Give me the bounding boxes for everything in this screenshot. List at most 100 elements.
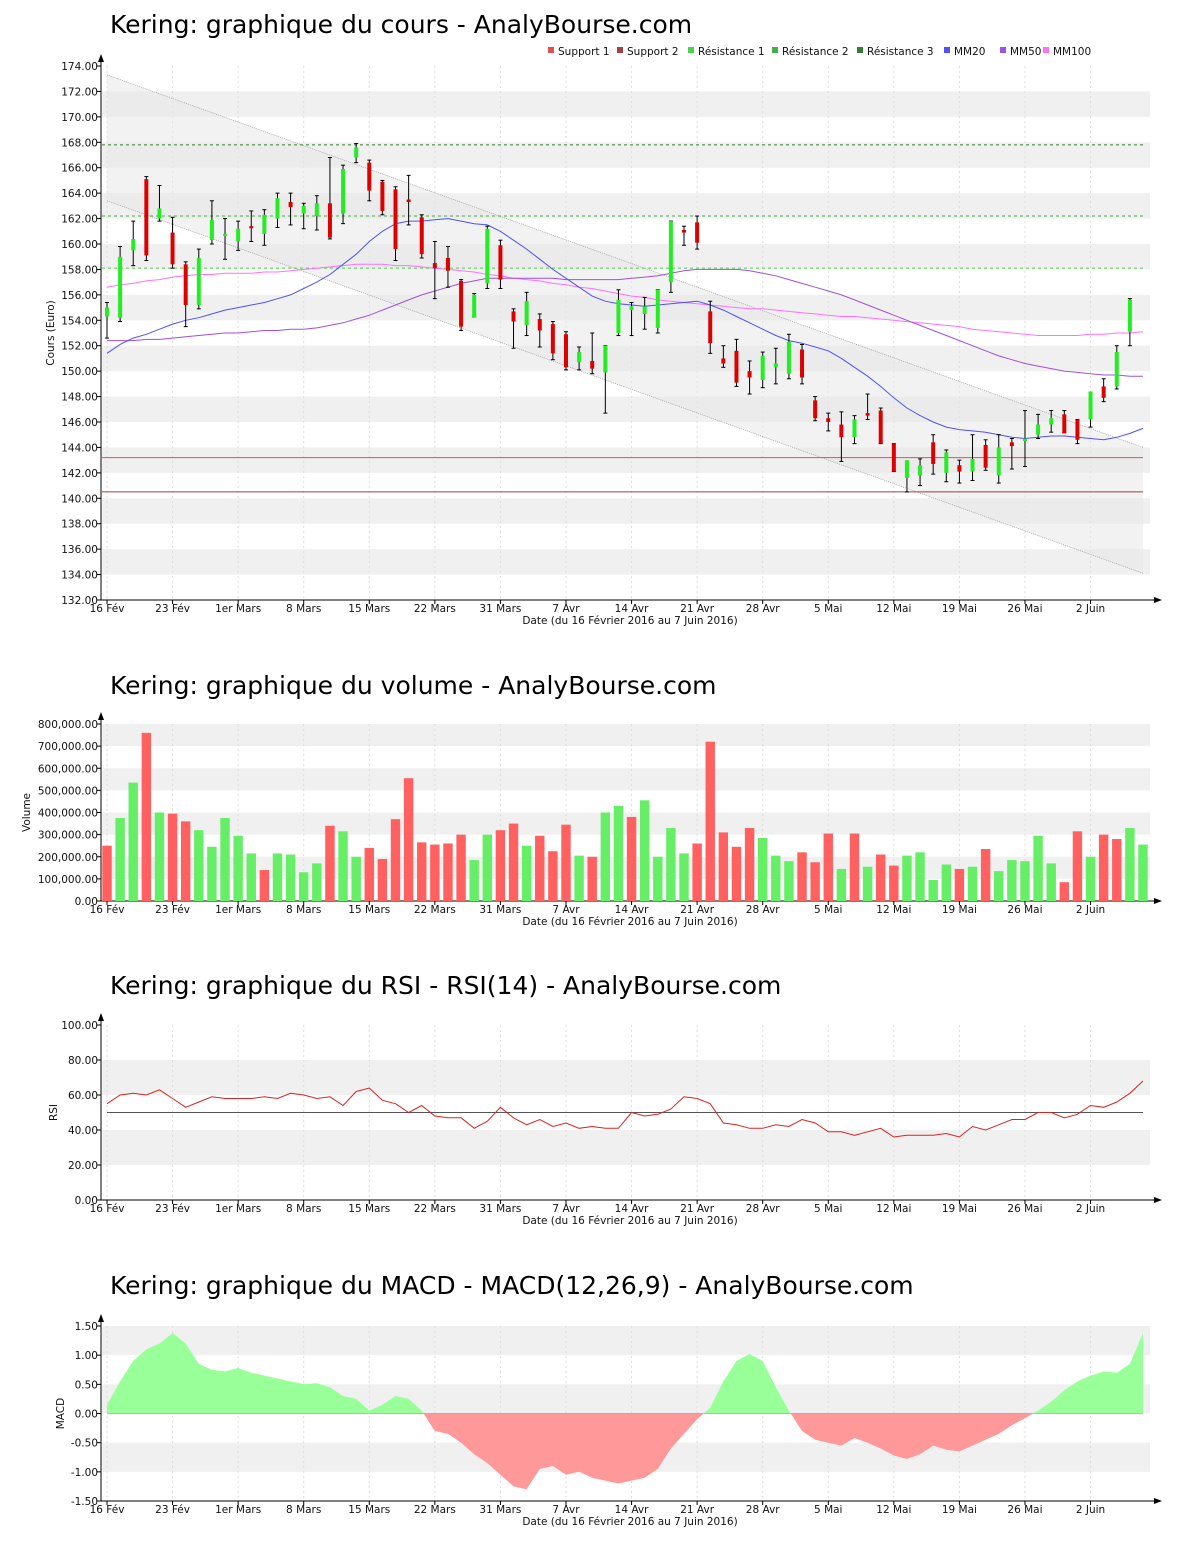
- candle-body: [144, 179, 149, 256]
- candle: [144, 176, 149, 262]
- candle: [524, 291, 529, 337]
- volume-bar: [1112, 839, 1122, 901]
- candle-body: [1036, 424, 1041, 435]
- x-tick-label: 31 Mars: [479, 1504, 521, 1516]
- candle: [170, 216, 175, 269]
- candle: [406, 174, 411, 226]
- candle: [642, 296, 647, 330]
- volume-bar: [849, 833, 860, 901]
- price-panel: Kering: graphique du cours - AnalyBourse…: [0, 0, 1200, 650]
- candle: [931, 434, 936, 475]
- candle-body: [1049, 418, 1054, 425]
- grid-band: [102, 549, 1150, 575]
- x-axis-title: Date (du 16 Février 2016 au 7 Juin 2016): [522, 1516, 737, 1528]
- volume-bar: [561, 824, 571, 901]
- candle: [1101, 378, 1106, 403]
- x-tick-label: 28 Avr: [746, 603, 780, 615]
- y-tick-label: -1.50: [71, 1496, 98, 1508]
- volume-bar: [639, 800, 650, 901]
- legend-label: MM100: [1053, 46, 1091, 58]
- volume-bar: [994, 871, 1004, 901]
- y-tick-label: 160.00: [61, 239, 98, 251]
- candle: [865, 393, 870, 420]
- volume-bar: [154, 812, 165, 901]
- y-tick-label: 166.00: [61, 163, 98, 175]
- x-tick-label: 16 Fév: [90, 1203, 125, 1215]
- candle-body: [668, 221, 673, 283]
- candle-body: [695, 222, 700, 243]
- candle: [878, 407, 883, 445]
- volume-bar: [757, 837, 768, 901]
- candle-body: [354, 147, 359, 158]
- macd-chart-title: Kering: graphique du MACD - MACD(12,26,9…: [110, 1271, 914, 1300]
- candle: [249, 210, 254, 242]
- volume-bar: [928, 879, 938, 901]
- candle-body: [131, 238, 136, 251]
- candle: [131, 220, 136, 267]
- candle: [773, 347, 778, 385]
- y-tick-label: 100.00: [61, 1020, 98, 1032]
- candle-body: [170, 232, 175, 265]
- volume-bar: [482, 834, 493, 901]
- candle: [118, 246, 123, 323]
- candle: [603, 345, 608, 414]
- x-tick-label: 5 Mai: [814, 904, 842, 916]
- candle: [1022, 410, 1027, 467]
- volume-bar: [980, 849, 991, 901]
- volume-bar: [574, 855, 584, 901]
- x-tick-label: 2 Juin: [1076, 1504, 1105, 1516]
- candle: [957, 459, 962, 484]
- candle: [367, 159, 372, 202]
- y-tick-label: 148.00: [61, 392, 98, 404]
- volume-bar: [417, 842, 427, 901]
- y-tick-label: -0.50: [71, 1438, 98, 1450]
- volume-bar: [338, 831, 348, 901]
- volume-bar: [390, 819, 401, 901]
- y-tick-label: 170.00: [61, 112, 98, 124]
- candle: [301, 202, 306, 230]
- candle: [682, 225, 687, 246]
- candle-body: [537, 319, 542, 331]
- volume-bar: [902, 855, 912, 901]
- candle: [183, 261, 188, 328]
- x-tick-label: 26 Mai: [1007, 1504, 1042, 1516]
- grid-band: [102, 1326, 1150, 1356]
- candle-body: [367, 162, 372, 191]
- y-axis-title: MACD: [55, 1398, 67, 1429]
- x-tick-label: 26 Mai: [1007, 1203, 1042, 1215]
- candle-body: [288, 202, 293, 208]
- candle: [800, 343, 805, 385]
- candle-body: [721, 358, 726, 364]
- candle-body: [891, 443, 896, 472]
- x-tick-label: 23 Fév: [155, 904, 190, 916]
- y-axis-title: Cours (Euro): [45, 300, 57, 366]
- candle-body: [314, 203, 319, 217]
- x-tick-label: 1er Mars: [215, 1504, 261, 1516]
- x-tick-label: 5 Mai: [814, 603, 842, 615]
- rsi-line: [106, 1080, 1144, 1138]
- rsi-chart: 0.00 20.00 40.00 60.00 80.00 100.00 16 Fév 23 F…: [48, 1013, 1162, 1227]
- mm100-line: [106, 263, 1144, 336]
- legend-swatch: [944, 47, 950, 53]
- candle-body: [590, 360, 595, 369]
- candle-body: [445, 257, 450, 271]
- volume-bar: [1046, 863, 1056, 901]
- grid-band: [102, 91, 1150, 117]
- candle-body: [327, 203, 332, 238]
- candle: [996, 434, 1001, 484]
- x-tick-label: 14 Avr: [615, 1203, 649, 1215]
- candle-body: [734, 350, 739, 383]
- x-tick-label: 1er Mars: [215, 1203, 261, 1215]
- x-tick-label: 19 Mai: [942, 1504, 977, 1516]
- candle-body: [1088, 391, 1093, 420]
- grid-band: [102, 1130, 1150, 1165]
- candle-body: [563, 334, 568, 368]
- x-tick-label: 15 Mars: [348, 1203, 390, 1215]
- candle-body: [577, 352, 582, 363]
- volume-bar: [967, 866, 978, 901]
- y-axis-arrow: [98, 54, 104, 62]
- volume-bar: [259, 870, 270, 901]
- candle: [577, 346, 582, 371]
- macd-chart: -1.50 -1.00 -0.50 0.00 0.50 1.00 1.50 16 Fév 23 …: [55, 1314, 1162, 1528]
- legend-label: Support 1: [558, 46, 610, 58]
